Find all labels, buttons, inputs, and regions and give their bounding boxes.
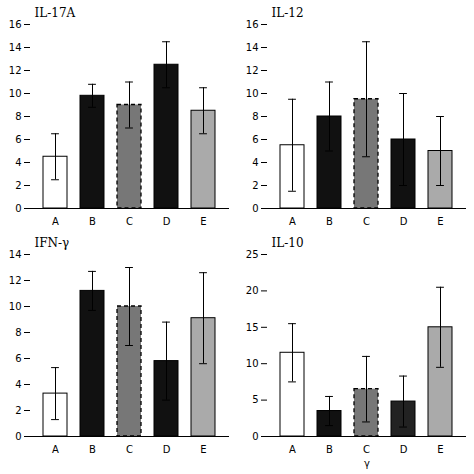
svg-text:B: B [89, 216, 96, 227]
svg-text:γ: γ [364, 458, 370, 469]
svg-text:B: B [326, 444, 333, 455]
svg-text:D: D [163, 444, 171, 455]
svg-text:20: 20 [246, 285, 259, 296]
svg-text:B: B [326, 216, 333, 227]
svg-text:IFN-γ: IFN-γ [35, 236, 70, 250]
svg-text:4: 4 [252, 157, 258, 168]
svg-text:A: A [52, 216, 59, 227]
svg-text:C: C [363, 216, 370, 227]
svg-text:B: B [89, 444, 96, 455]
svg-text:E: E [437, 444, 443, 455]
svg-text:2: 2 [15, 405, 21, 416]
svg-text:0: 0 [252, 203, 258, 214]
svg-text:16: 16 [246, 19, 259, 30]
svg-text:A: A [52, 444, 59, 455]
svg-text:12: 12 [9, 275, 22, 286]
svg-text:0: 0 [252, 431, 258, 442]
svg-text:25: 25 [246, 249, 259, 260]
svg-text:D: D [163, 216, 171, 227]
svg-text:12: 12 [9, 65, 22, 76]
svg-text:8: 8 [252, 111, 258, 122]
svg-text:10: 10 [246, 88, 259, 99]
svg-text:4: 4 [15, 379, 21, 390]
svg-text:A: A [289, 444, 296, 455]
svg-text:C: C [363, 444, 370, 455]
svg-text:6: 6 [15, 134, 21, 145]
svg-text:2: 2 [252, 180, 258, 191]
svg-text:D: D [400, 444, 408, 455]
svg-text:10: 10 [246, 358, 259, 369]
svg-text:8: 8 [15, 111, 21, 122]
svg-text:C: C [126, 444, 133, 455]
svg-text:E: E [200, 216, 206, 227]
svg-text:10: 10 [9, 88, 22, 99]
svg-text:4: 4 [15, 157, 21, 168]
svg-text:15: 15 [246, 322, 259, 333]
svg-text:E: E [437, 216, 443, 227]
svg-text:6: 6 [15, 353, 21, 364]
svg-text:A: A [289, 216, 296, 227]
svg-text:IL-12: IL-12 [272, 6, 304, 20]
svg-text:0: 0 [15, 431, 21, 442]
svg-text:IL-17A: IL-17A [35, 6, 76, 20]
svg-text:C: C [126, 216, 133, 227]
svg-text:14: 14 [9, 42, 22, 53]
svg-text:IL-10: IL-10 [272, 236, 304, 250]
svg-text:E: E [200, 444, 206, 455]
svg-text:2: 2 [15, 180, 21, 191]
svg-text:16: 16 [9, 19, 22, 30]
svg-text:5: 5 [252, 394, 258, 405]
svg-text:D: D [400, 216, 408, 227]
svg-text:10: 10 [9, 301, 22, 312]
svg-text:6: 6 [252, 134, 258, 145]
svg-text:14: 14 [246, 42, 259, 53]
svg-text:0: 0 [15, 203, 21, 214]
svg-text:8: 8 [15, 327, 21, 338]
svg-text:14: 14 [9, 249, 22, 260]
svg-text:12: 12 [246, 65, 259, 76]
